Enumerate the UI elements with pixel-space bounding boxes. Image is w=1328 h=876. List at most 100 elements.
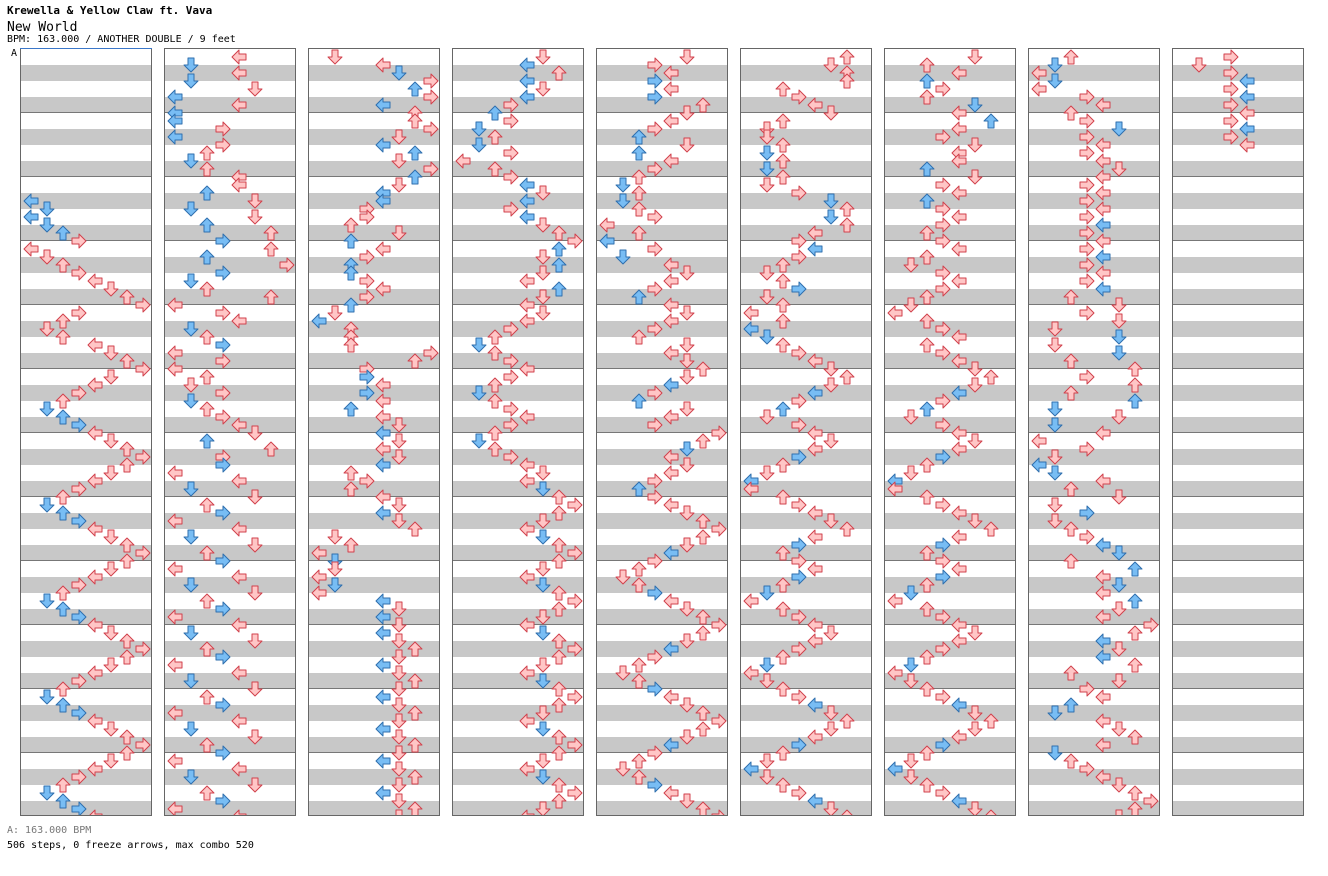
arrow-up-icon (407, 353, 423, 369)
measure-line (21, 368, 151, 369)
arrow-up-icon (199, 545, 215, 561)
arrow-up-icon (551, 257, 567, 273)
arrow-right-icon (1079, 305, 1095, 321)
arrow-right-icon (935, 569, 951, 585)
arrow-down-icon (1047, 73, 1063, 89)
arrow-left-icon (951, 241, 967, 257)
measure-line (1173, 112, 1303, 113)
beat-band (741, 65, 871, 81)
arrow-down-icon (1111, 121, 1127, 137)
arrow-left-icon (375, 441, 391, 457)
beat-band (165, 161, 295, 177)
arrow-down-icon (391, 129, 407, 145)
arrow-down-icon (679, 697, 695, 713)
beat-band (309, 769, 439, 785)
arrow-up-icon (1127, 785, 1143, 801)
arrow-down-icon (39, 217, 55, 233)
arrow-down-icon (183, 529, 199, 545)
beat-band (741, 257, 871, 273)
arrow-down-icon (679, 49, 695, 65)
arrow-left-icon (231, 417, 247, 433)
arrow-right-icon (647, 89, 663, 105)
arrow-right-icon (647, 585, 663, 601)
arrow-down-icon (759, 753, 775, 769)
arrow-down-icon (679, 441, 695, 457)
arrow-left-icon (807, 353, 823, 369)
measure-line (885, 176, 1015, 177)
arrow-right-icon (215, 337, 231, 353)
beat-band (309, 513, 439, 529)
arrow-left-icon (519, 73, 535, 89)
arrow-down-icon (391, 601, 407, 617)
arrow-down-icon (615, 177, 631, 193)
beat-band (1173, 225, 1303, 241)
arrow-up-icon (919, 457, 935, 473)
measure-line (453, 496, 583, 497)
arrow-down-icon (1111, 329, 1127, 345)
arrow-down-icon (535, 753, 551, 769)
arrow-down-icon (247, 729, 263, 745)
arrow-up-icon (199, 401, 215, 417)
arrow-down-icon (103, 433, 119, 449)
arrow-up-icon (55, 793, 71, 809)
arrow-down-icon (823, 193, 839, 209)
arrow-up-icon (487, 161, 503, 177)
beat-band (741, 481, 871, 497)
beat-band (1029, 417, 1159, 433)
arrow-right-icon (503, 369, 519, 385)
arrow-up-icon (199, 737, 215, 753)
arrow-down-icon (679, 537, 695, 553)
arrow-right-icon (215, 457, 231, 473)
arrow-right-icon (71, 577, 87, 593)
arrow-down-icon (967, 705, 983, 721)
measure-line (1029, 112, 1159, 113)
arrow-up-icon (199, 641, 215, 657)
measure-line (1029, 752, 1159, 753)
beat-band (453, 705, 583, 721)
arrow-left-icon (951, 425, 967, 441)
arrow-down-icon (759, 289, 775, 305)
measure-line (21, 496, 151, 497)
beat-band (597, 641, 727, 657)
arrow-down-icon (247, 193, 263, 209)
measure-line (885, 624, 1015, 625)
beat-band (885, 385, 1015, 401)
beat-band (1173, 545, 1303, 561)
arrow-right-icon (71, 481, 87, 497)
arrow-right-icon (503, 449, 519, 465)
arrow-left-icon (231, 569, 247, 585)
arrow-down-icon (759, 409, 775, 425)
arrow-right-icon (503, 417, 519, 433)
arrow-right-icon (935, 129, 951, 145)
arrow-down-icon (103, 529, 119, 545)
arrow-up-icon (407, 521, 423, 537)
arrow-right-icon (215, 385, 231, 401)
arrow-right-icon (567, 233, 583, 249)
arrow-down-icon (1111, 721, 1127, 737)
arrow-left-icon (87, 617, 103, 633)
arrow-up-icon (551, 225, 567, 241)
measure-line (1173, 752, 1303, 753)
beat-band (597, 353, 727, 369)
arrow-right-icon (647, 473, 663, 489)
arrow-up-icon (775, 401, 791, 417)
arrow-left-icon (87, 809, 103, 815)
arrow-right-icon (935, 321, 951, 337)
arrow-left-icon (951, 329, 967, 345)
arrow-up-icon (919, 225, 935, 241)
arrow-right-icon (1223, 129, 1239, 145)
arrow-up-icon (775, 649, 791, 665)
arrow-up-icon (919, 161, 935, 177)
beat-band (21, 225, 151, 241)
arrow-left-icon (1095, 633, 1111, 649)
arrow-right-icon (71, 769, 87, 785)
beat-band (165, 417, 295, 433)
beat-band (597, 449, 727, 465)
beat-band (1173, 161, 1303, 177)
arrow-down-icon (327, 577, 343, 593)
chart-column (308, 48, 440, 816)
measure-line (1173, 496, 1303, 497)
arrow-right-icon (791, 689, 807, 705)
arrow-right-icon (215, 745, 231, 761)
arrow-down-icon (535, 481, 551, 497)
